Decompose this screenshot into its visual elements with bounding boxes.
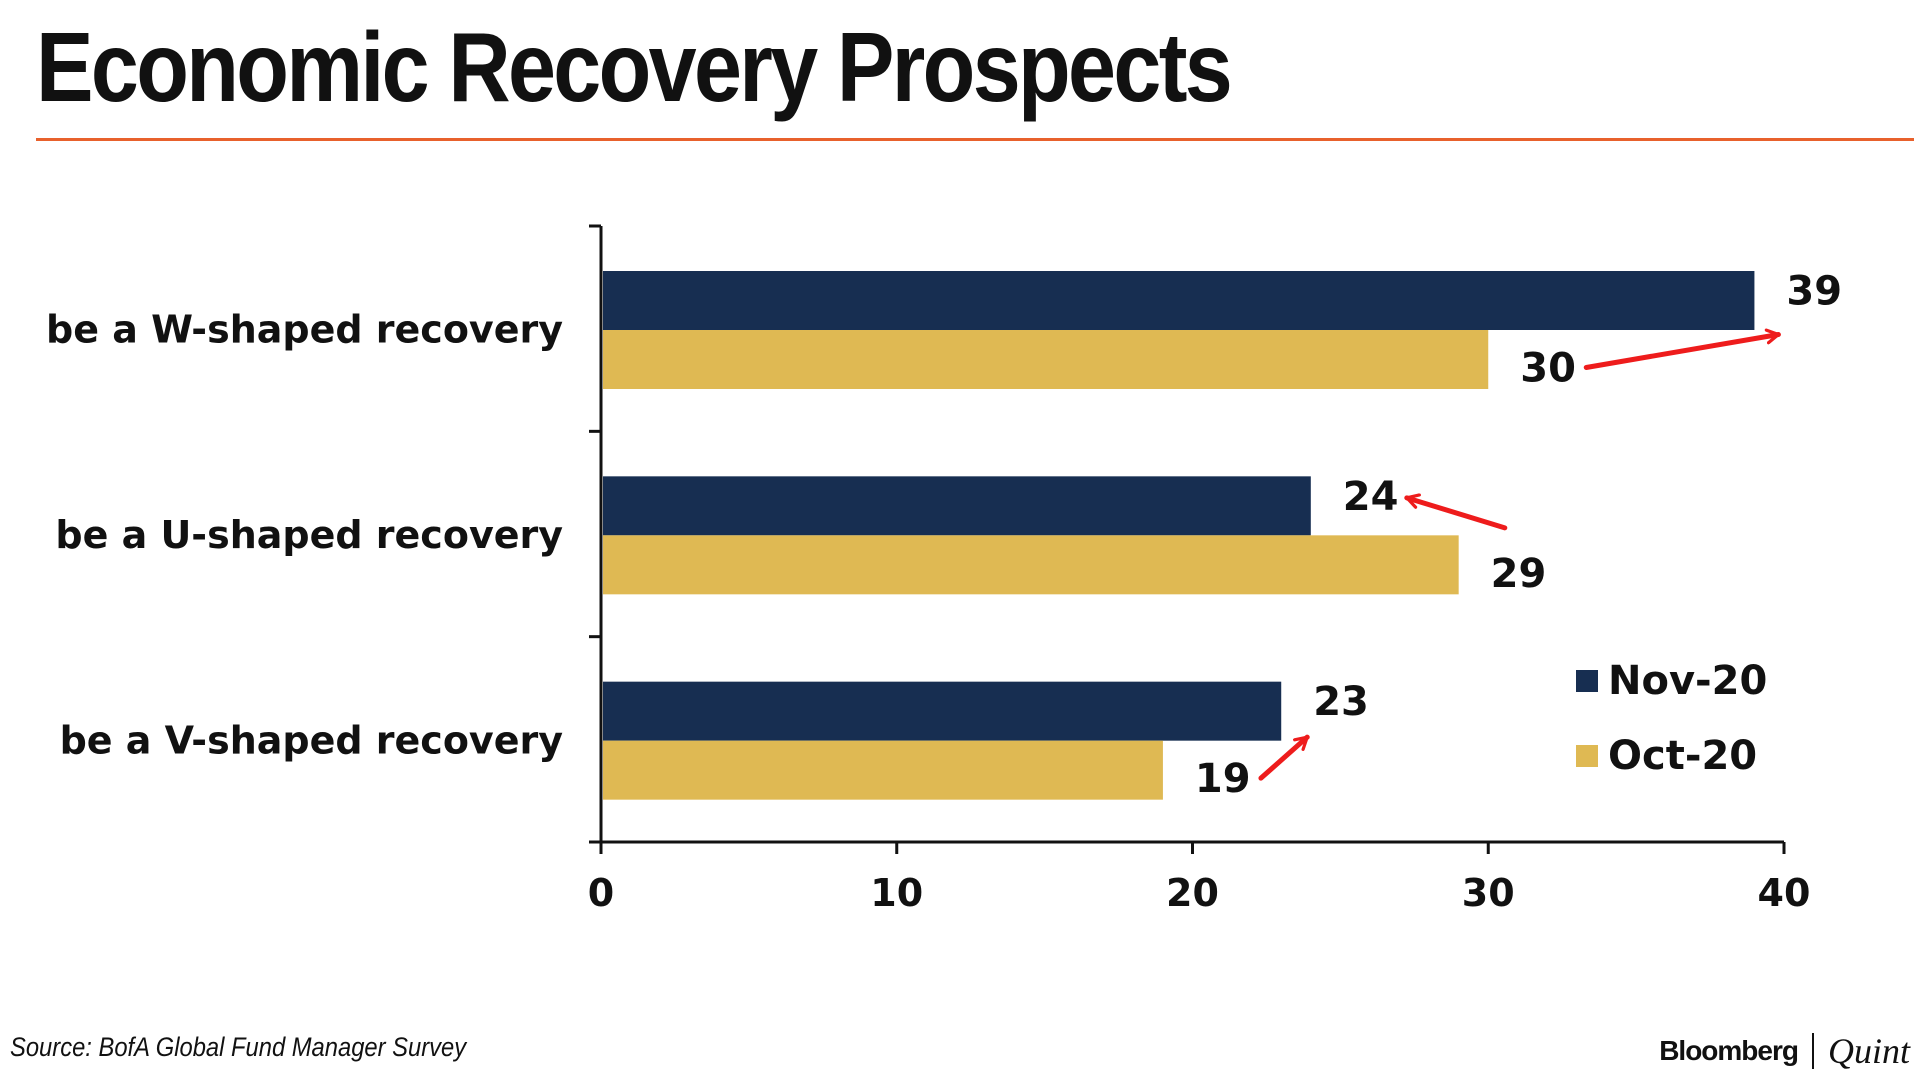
data-label-nov-20: 39 xyxy=(1786,269,1842,315)
change-arrow xyxy=(1583,328,1781,370)
bar-oct-20 xyxy=(603,740,1163,800)
bar-nov-20 xyxy=(603,681,1282,741)
axes xyxy=(589,224,1786,854)
legend-swatch-oct-20 xyxy=(1576,745,1598,767)
category-label-be-a-v-shaped-recovery: be a V-shaped recovery xyxy=(60,718,564,762)
legend-label-nov-20: Nov-20 xyxy=(1608,658,1767,704)
bars xyxy=(603,271,1755,800)
data-label-nov-20: 24 xyxy=(1343,474,1399,520)
legend-label-oct-20: Oct-20 xyxy=(1608,733,1757,779)
brand-divider xyxy=(1811,1033,1814,1069)
brand-name-secondary: Quint xyxy=(1827,1031,1910,1071)
category-label-be-a-w-shaped-recovery: be a W-shaped recovery xyxy=(46,308,563,352)
bar-oct-20 xyxy=(603,330,1489,389)
source-note: Source: BofA Global Fund Manager Survey xyxy=(10,1032,467,1062)
change-arrow xyxy=(1258,734,1310,781)
legend: Nov-20 Oct-20 xyxy=(1576,658,1767,779)
data-label-oct-20: 30 xyxy=(1520,346,1576,392)
x-tick-label: 20 xyxy=(1166,871,1219,915)
x-tick-label: 40 xyxy=(1758,871,1811,915)
bar-oct-20 xyxy=(603,535,1459,595)
brand-name: Bloomberg xyxy=(1659,1035,1799,1066)
x-tick-label: 30 xyxy=(1462,871,1515,915)
data-label-oct-20: 29 xyxy=(1491,551,1547,597)
bar-nov-20 xyxy=(603,476,1311,536)
bar-chart: 0 10 20 30 40 be a W-shaped recovery 39 30 be a … xyxy=(46,224,1842,916)
chart-title: Economic Recovery Prospects xyxy=(36,12,1233,122)
change-arrows xyxy=(1258,328,1781,781)
bar-nov-20 xyxy=(603,271,1755,330)
category-label-be-a-u-shaped-recovery: be a U-shaped recovery xyxy=(55,513,563,557)
data-label-oct-20: 19 xyxy=(1195,756,1251,802)
change-arrow xyxy=(1404,493,1508,531)
data-label-nov-20: 23 xyxy=(1313,679,1369,725)
x-tick-label: 0 xyxy=(588,871,614,915)
brand-logo: Bloomberg Quint xyxy=(1659,1030,1910,1072)
legend-swatch-nov-20 xyxy=(1576,670,1598,692)
labels: 0 10 20 30 40 be a W-shaped recovery 39 30 be a … xyxy=(46,269,1842,916)
x-tick-label: 10 xyxy=(870,871,923,915)
title-divider xyxy=(36,138,1914,141)
